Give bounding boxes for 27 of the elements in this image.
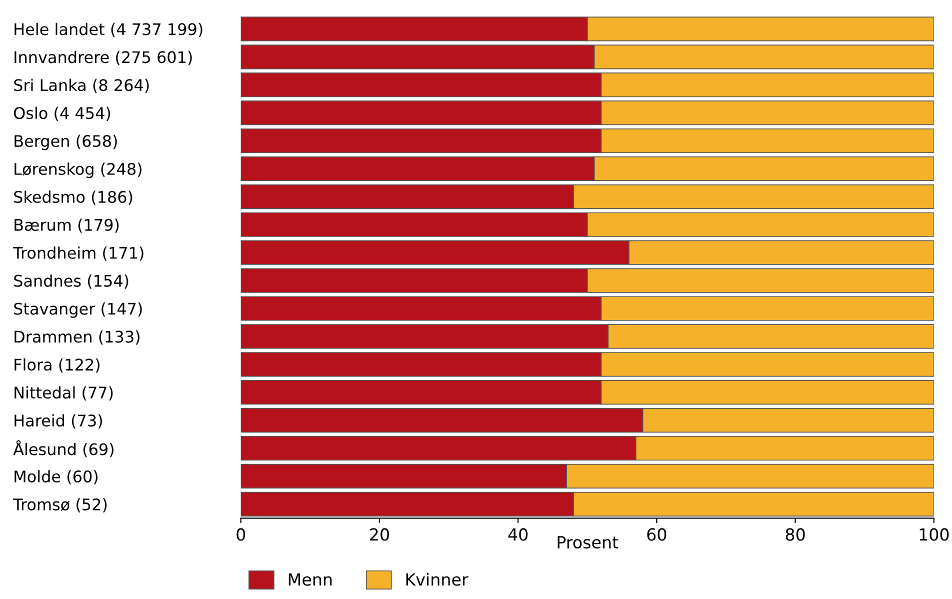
y-tick-label: Molde (60) (14, 470, 98, 484)
y-tick-label: Lørenskog (248) (14, 162, 142, 178)
x-axis-title: Prosent (558, 536, 618, 549)
y-tick-label: Hele landet (4 737 199) (14, 22, 202, 38)
legend-label: Menn (288, 573, 332, 586)
y-tick-label: Trondheim (171) (13, 246, 144, 261)
y-tick-label: Sandnes (154) (14, 274, 128, 289)
y-tick-label: Nittedal (77) (14, 386, 113, 401)
y-tick-label: Bærum (179) (14, 218, 119, 233)
y-tick-label: Tromsø (52) (13, 498, 107, 512)
x-tick-label: 40 (508, 528, 528, 541)
legend-label: Kvinner (406, 572, 468, 586)
y-tick-label: Bergen (658) (14, 134, 117, 150)
x-tick-label: 0 (236, 528, 246, 541)
y-tick-label: Innvandrere (275 601) (14, 50, 192, 66)
y-tick-label: Ålesund (69) (13, 440, 114, 458)
x-tick-label: 100 (920, 528, 949, 541)
y-tick-label: Oslo (4 454) (14, 106, 110, 121)
y-tick-label: Stavanger (147) (14, 302, 142, 318)
x-tick-label: 80 (786, 528, 805, 541)
y-tick-label: Drammen (133) (14, 330, 140, 345)
y-tick-label: Skedsmo (186) (14, 190, 132, 205)
y-tick-label: Sri Lanka (8 264) (14, 78, 149, 94)
y-tick-label: Flora (122) (14, 358, 100, 373)
y-tick-label: Hareid (73) (14, 414, 102, 428)
x-tick-label: 60 (647, 528, 666, 541)
x-tick-label: 20 (370, 528, 389, 541)
